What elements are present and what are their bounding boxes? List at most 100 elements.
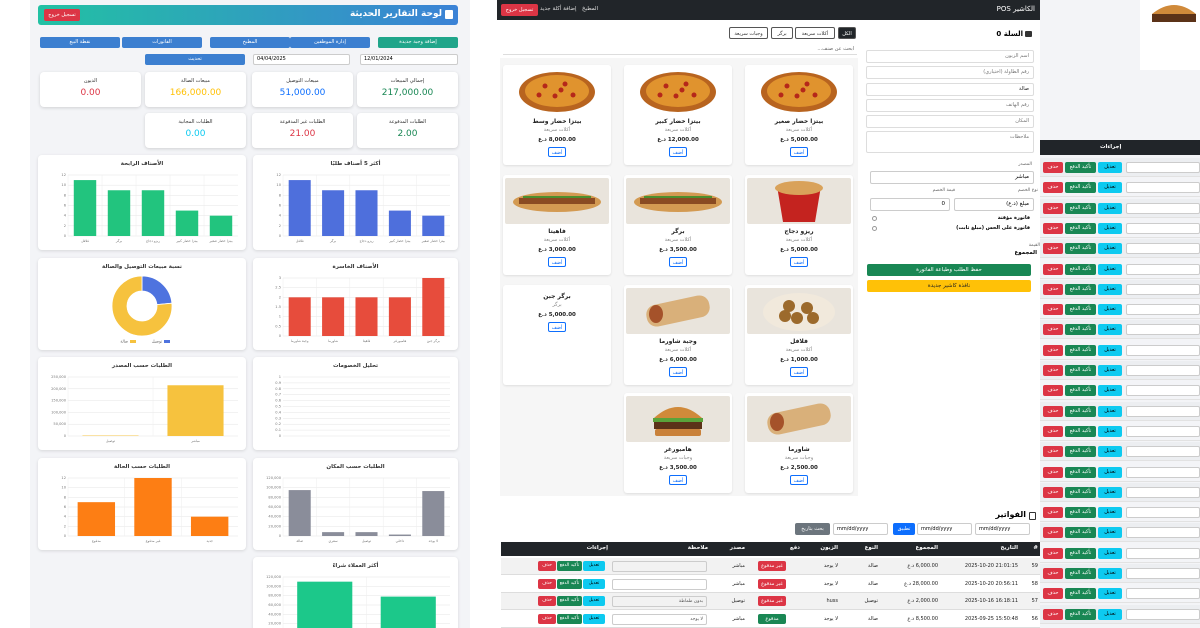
edit-button[interactable]: تعديل — [1098, 222, 1122, 234]
pay-status-badge[interactable]: غير مدفوع — [758, 596, 786, 606]
edit-button[interactable]: تعديل — [1098, 304, 1122, 316]
edit-button[interactable]: تعديل — [1098, 507, 1122, 519]
confirm-pay-button[interactable]: تأكيد الدفع — [1065, 202, 1096, 214]
add-button[interactable]: أضف — [790, 475, 808, 485]
confirm-pay-button[interactable]: تأكيد الدفع — [557, 561, 582, 571]
delete-button[interactable]: حذف — [1043, 385, 1063, 397]
confirm-pay-button[interactable]: تأكيد الدفع — [1065, 425, 1096, 437]
delete-button[interactable]: حذف — [538, 578, 556, 589]
add-button[interactable]: أضف — [548, 147, 566, 157]
add-button[interactable]: أضف — [669, 147, 687, 157]
edit-button[interactable]: تعديل — [1098, 243, 1122, 255]
delete-button[interactable]: حذف — [1043, 527, 1063, 539]
confirm-pay-button[interactable]: تأكيد الدفع — [1065, 263, 1096, 275]
filter-button[interactable]: الكل — [838, 27, 856, 39]
nav-button[interactable]: إدارة الموظفين — [290, 37, 370, 48]
delete-button[interactable]: حذف — [1043, 608, 1063, 620]
delete-button[interactable]: حذف — [1043, 304, 1063, 316]
add-button[interactable]: أضف — [548, 257, 566, 267]
confirm-pay-button[interactable]: تأكيد الدفع — [1065, 446, 1096, 458]
nav-button[interactable]: الفاتورات — [122, 37, 202, 48]
delete-button[interactable]: حذف — [1043, 466, 1063, 478]
pay-status-badge[interactable]: مدفوع — [758, 613, 786, 624]
delete-button[interactable]: حذف — [1043, 507, 1063, 519]
confirm-pay-button[interactable]: تأكيد الدفع — [1065, 486, 1096, 498]
delete-button[interactable]: حذف — [1043, 243, 1063, 255]
delete-button[interactable]: حذف — [1043, 405, 1063, 417]
confirm-pay-button[interactable]: تأكيد الدفع — [1065, 507, 1096, 519]
confirm-pay-button[interactable]: تأكيد الدفع — [1065, 162, 1096, 173]
filter-button[interactable]: برگر — [771, 27, 793, 39]
delete-button[interactable]: حذف — [1043, 568, 1063, 579]
search-date-button[interactable]: بحث بتاريخ — [795, 523, 830, 535]
filter-button[interactable]: وجبات سريعة — [729, 27, 768, 39]
confirm-pay-button[interactable]: تأكيد الدفع — [1065, 222, 1096, 234]
new-window-button[interactable]: نافذة كاشير جديدة — [867, 280, 1031, 292]
delete-button[interactable]: حذف — [1043, 324, 1063, 336]
confirm-pay-button[interactable]: تأكيد الدفع — [557, 613, 582, 624]
edit-button[interactable]: تعديل — [1098, 547, 1122, 559]
edit-button[interactable]: تعديل — [1098, 162, 1122, 173]
confirm-pay-button[interactable]: تأكيد الدفع — [1065, 588, 1096, 600]
nav-button[interactable]: إضافة وجبة جديدة — [378, 37, 458, 48]
edit-button[interactable]: تعديل — [583, 561, 605, 571]
edit-button[interactable]: تعديل — [1098, 182, 1122, 194]
add-button[interactable]: أضف — [669, 475, 687, 485]
add-button[interactable]: أضف — [790, 257, 808, 267]
delete-button[interactable]: حذف — [1043, 446, 1063, 458]
logout-button[interactable]: تسجيل خروج — [501, 4, 538, 16]
edit-button[interactable]: تعديل — [1098, 568, 1122, 579]
apply-button[interactable]: تطبيق — [893, 523, 915, 535]
edit-button[interactable]: تعديل — [1098, 385, 1122, 397]
confirm-pay-button[interactable]: تأكيد الدفع — [1065, 344, 1096, 356]
delete-button[interactable]: حذف — [1043, 486, 1063, 498]
add-button[interactable]: أضف — [790, 367, 808, 377]
edit-button[interactable]: تعديل — [1098, 608, 1122, 620]
edit-button[interactable]: تعديل — [1098, 202, 1122, 214]
delete-button[interactable]: حذف — [1043, 162, 1063, 173]
add-button[interactable]: أضف — [669, 367, 687, 377]
delete-button[interactable]: حذف — [1043, 283, 1063, 295]
add-button[interactable]: أضف — [548, 322, 566, 332]
confirm-pay-button[interactable]: تأكيد الدفع — [1065, 243, 1096, 255]
save-button[interactable]: حفظ الطلب وطباعة الفاتورة — [867, 264, 1031, 276]
edit-button[interactable]: تعديل — [1098, 405, 1122, 417]
confirm-pay-button[interactable]: تأكيد الدفع — [1065, 405, 1096, 417]
confirm-pay-button[interactable]: تأكيد الدفع — [1065, 324, 1096, 336]
add-button[interactable]: أضف — [669, 257, 687, 267]
delete-button[interactable]: حذف — [1043, 222, 1063, 234]
delete-button[interactable]: حذف — [1043, 182, 1063, 194]
edit-button[interactable]: تعديل — [1098, 527, 1122, 539]
edit-button[interactable]: تعديل — [583, 613, 605, 624]
confirm-pay-button[interactable]: تأكيد الدفع — [557, 578, 582, 589]
edit-button[interactable]: تعديل — [1098, 588, 1122, 600]
confirm-pay-button[interactable]: تأكيد الدفع — [1065, 304, 1096, 316]
edit-button[interactable]: تعديل — [1098, 365, 1122, 376]
delete-button[interactable]: حذف — [1043, 547, 1063, 559]
delete-button[interactable]: حذف — [1043, 202, 1063, 214]
confirm-pay-button[interactable]: تأكيد الدفع — [1065, 385, 1096, 397]
edit-button[interactable]: تعديل — [583, 596, 605, 606]
filter-button[interactable]: أكلات سريعة — [795, 27, 835, 39]
add-button[interactable]: أضف — [790, 147, 808, 157]
confirm-pay-button[interactable]: تأكيد الدفع — [1065, 182, 1096, 194]
confirm-pay-button[interactable]: تأكيد الدفع — [1065, 527, 1096, 539]
edit-button[interactable]: تعديل — [1098, 263, 1122, 275]
delete-button[interactable]: حذف — [1043, 425, 1063, 437]
delete-button[interactable]: حذف — [1043, 344, 1063, 356]
delete-button[interactable]: حذف — [538, 561, 556, 571]
confirm-pay-button[interactable]: تأكيد الدفع — [557, 596, 582, 606]
edit-button[interactable]: تعديل — [1098, 324, 1122, 336]
delete-button[interactable]: حذف — [538, 596, 556, 606]
edit-button[interactable]: تعديل — [1098, 283, 1122, 295]
confirm-pay-button[interactable]: تأكيد الدفع — [1065, 283, 1096, 295]
edit-button[interactable]: تعديل — [1098, 446, 1122, 458]
nav-button[interactable]: نقطة البيع — [40, 37, 120, 48]
confirm-pay-button[interactable]: تأكيد الدفع — [1065, 568, 1096, 579]
refresh-button[interactable]: تحديث — [145, 54, 245, 65]
delete-button[interactable]: حذف — [1043, 588, 1063, 600]
nav-button[interactable]: المطبخ — [210, 37, 290, 48]
confirm-pay-button[interactable]: تأكيد الدفع — [1065, 547, 1096, 559]
edit-button[interactable]: تعديل — [583, 578, 605, 589]
edit-button[interactable]: تعديل — [1098, 466, 1122, 478]
